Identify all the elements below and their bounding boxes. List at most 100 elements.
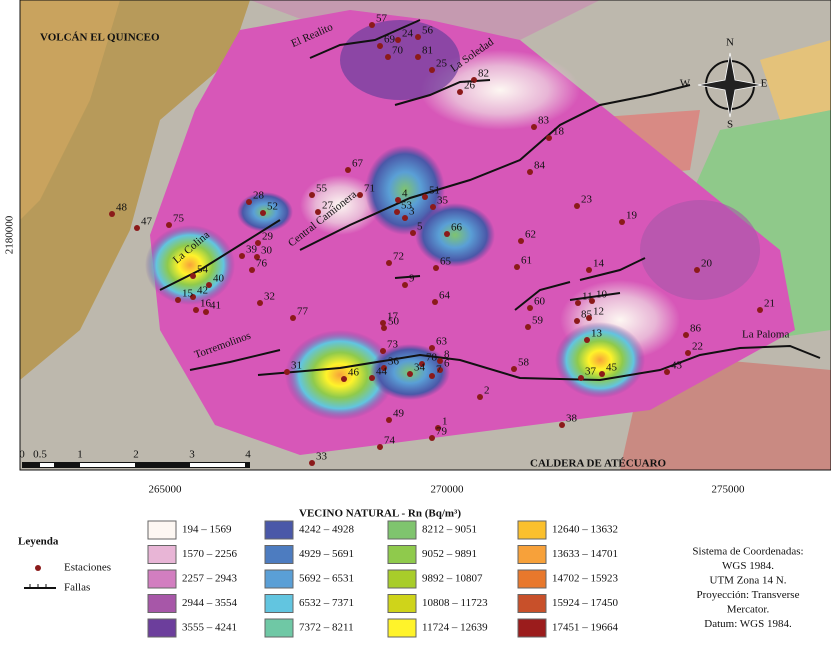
- station: [380, 348, 386, 354]
- station-label: 22: [692, 341, 703, 353]
- station-label: 11: [582, 291, 593, 303]
- station-label: 79: [436, 426, 448, 438]
- fault: [257, 344, 821, 382]
- legend-label: 194 – 1569: [182, 524, 232, 536]
- station-label: 83: [538, 115, 550, 127]
- station: [586, 267, 592, 273]
- legend-label: 11724 – 12639: [422, 622, 488, 634]
- scale-bar: [80, 463, 135, 467]
- fault: [299, 84, 691, 251]
- station-label: 6: [444, 358, 450, 370]
- station: [315, 209, 321, 215]
- station: [386, 417, 392, 423]
- station-label: 4: [402, 188, 408, 200]
- legend-swatch: [147, 520, 177, 540]
- station: [527, 305, 533, 311]
- legend-swatch: [264, 569, 294, 589]
- station: [586, 315, 592, 321]
- station-label: 60: [534, 296, 546, 308]
- station: [377, 43, 383, 49]
- station-label: 32: [264, 291, 275, 303]
- crs-text: Mercator.: [727, 604, 770, 616]
- station: [309, 460, 315, 466]
- station-label: 43: [671, 360, 683, 372]
- legend-swatch: [147, 594, 177, 613]
- station-label: 19: [626, 210, 638, 222]
- station-label: 33: [316, 451, 328, 463]
- station-label: 50: [388, 316, 400, 328]
- station: [190, 273, 196, 279]
- legend-swatch: [387, 520, 417, 540]
- legend-swatch: [147, 618, 177, 638]
- station: [203, 309, 209, 315]
- legend-swatch: [264, 618, 294, 638]
- station: [402, 282, 408, 288]
- station-label: 45: [606, 362, 618, 374]
- station: [694, 267, 700, 273]
- legend-swatch: [387, 569, 417, 589]
- station: [309, 192, 315, 198]
- legend-label: 15924 – 17450: [552, 597, 619, 609]
- station-label: 65: [440, 256, 452, 268]
- scale-label: 4: [245, 449, 251, 461]
- station: [377, 444, 383, 450]
- crs-text: Datum: WGS 1984.: [704, 618, 792, 630]
- station: [246, 199, 252, 205]
- station: [531, 124, 537, 130]
- legend-label: 14702 – 15923: [552, 573, 619, 585]
- station: [415, 54, 421, 60]
- station-label: 2: [484, 385, 490, 397]
- legend-swatch: [264, 520, 294, 540]
- station: [546, 135, 552, 141]
- legend-label: 3555 – 4241: [182, 622, 237, 634]
- station: [381, 365, 387, 371]
- station: [249, 267, 255, 273]
- scale-bar: [40, 463, 54, 467]
- volcano-terrain: [20, 0, 120, 220]
- station-label: 70: [392, 45, 404, 57]
- legend-label: 2944 – 3554: [182, 597, 238, 609]
- scale-label: 1: [77, 449, 83, 461]
- map-frame: [19, 0, 831, 471]
- station-label: 21: [764, 298, 775, 310]
- station: [584, 337, 590, 343]
- station: [395, 197, 401, 203]
- station: [574, 203, 580, 209]
- station-label: 54: [197, 264, 209, 276]
- station-label: 18: [553, 126, 565, 138]
- station: [477, 394, 483, 400]
- station: [435, 425, 441, 431]
- station-label: 17: [387, 311, 399, 323]
- scale-bar: [22, 462, 250, 468]
- station: [166, 222, 172, 228]
- station: [514, 264, 520, 270]
- fault: [189, 349, 281, 371]
- legend-label: 7372 – 8211: [299, 622, 354, 634]
- station-label: 42: [197, 285, 208, 297]
- station-label: 67: [352, 158, 364, 170]
- crs-text: WGS 1984.: [722, 560, 774, 572]
- station: [525, 324, 531, 330]
- station-label: 81: [422, 45, 433, 57]
- station: [109, 211, 115, 217]
- station-label: 25: [436, 58, 448, 70]
- legend-label: 12640 – 13632: [552, 524, 618, 536]
- station-label: 44: [376, 366, 388, 378]
- station: [559, 422, 565, 428]
- legend-swatch: [517, 520, 547, 540]
- legend-swatch: [147, 569, 177, 589]
- station-label: 73: [387, 339, 399, 351]
- station: [386, 260, 392, 266]
- station-label: 7: [436, 364, 442, 376]
- station: [429, 373, 435, 379]
- crs-text: Sistema de Coordenadas:: [692, 546, 803, 558]
- station: [385, 54, 391, 60]
- station: [430, 204, 436, 210]
- legend-title: Leyenda: [18, 536, 59, 548]
- scale-label: 2: [133, 449, 139, 461]
- radon-zone: [640, 200, 760, 300]
- station: [429, 435, 435, 441]
- station: [410, 230, 416, 236]
- station-label: 29: [262, 231, 274, 243]
- legend-swatch: [517, 594, 547, 613]
